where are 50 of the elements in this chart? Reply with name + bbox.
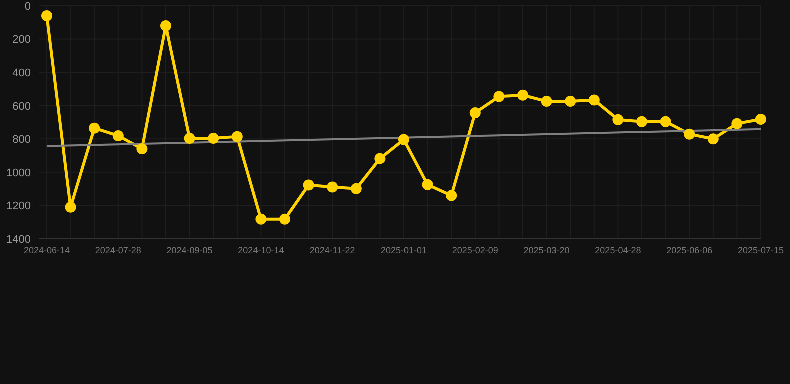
point [160, 20, 172, 32]
x-tick-label: 2024-09-05 [166, 245, 213, 256]
y-tick-label: 0 [24, 0, 31, 13]
x-tick-label: 2025-01-01 [380, 245, 428, 256]
x-tick-label: 2025-02-09 [452, 245, 498, 256]
y-tick-label: 200 [12, 34, 31, 46]
point [374, 153, 386, 164]
y-tick-label: 1200 [6, 200, 31, 213]
point [732, 118, 743, 130]
x-tick-label: 2024-07-28 [95, 245, 142, 256]
point [756, 114, 766, 126]
point [422, 179, 434, 190]
x-tick-label: 2024-10-14 [238, 245, 284, 256]
y-tick-label: 800 [12, 134, 31, 146]
point [636, 116, 648, 128]
y-tick-label: 1400 [6, 234, 31, 246]
y-tick-label: 1000 [6, 167, 31, 180]
point [208, 132, 220, 144]
x-tick-label: 2024-11-22 [310, 245, 356, 256]
point [684, 128, 696, 140]
point [565, 96, 576, 108]
x-tick-label: 2025-07-15 [738, 245, 784, 256]
x-tick-label: 2025-04-28 [595, 245, 642, 256]
point [446, 190, 458, 202]
point [518, 90, 528, 101]
point [112, 130, 124, 142]
point [660, 116, 672, 128]
point [708, 134, 719, 145]
point [612, 114, 624, 126]
point [303, 180, 314, 191]
point [184, 132, 196, 144]
point [42, 10, 52, 22]
point [494, 91, 505, 102]
point [470, 108, 481, 119]
point [89, 122, 100, 134]
point [588, 94, 600, 106]
y-tick-label: 600 [12, 100, 31, 113]
point [65, 202, 76, 213]
point [327, 182, 338, 193]
point [232, 131, 243, 142]
point [136, 143, 148, 154]
x-tick-label: 2025-06-06 [666, 245, 713, 256]
point [350, 183, 362, 194]
x-tick-label: 2024-06-14 [24, 245, 70, 256]
point [541, 96, 552, 108]
point [280, 214, 290, 225]
point [256, 214, 267, 225]
point [398, 134, 410, 146]
y-tick-label: 400 [12, 67, 31, 80]
x-tick-label: 2025-03-20 [524, 245, 570, 256]
